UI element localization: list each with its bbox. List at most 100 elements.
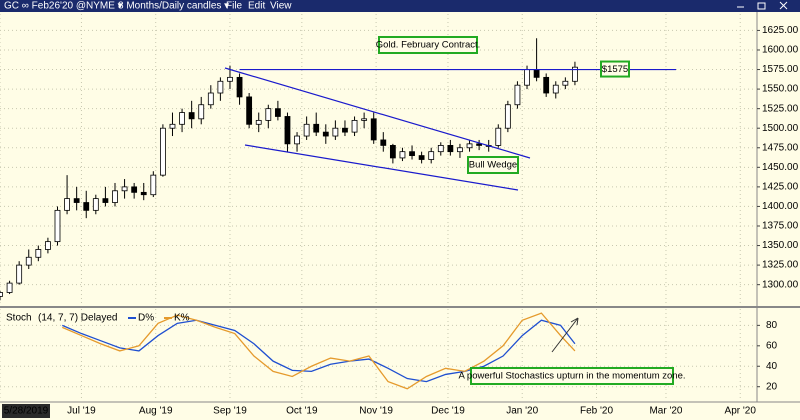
symbol[interactable]: GC ∞ Feb26'20 @NYME ▾	[4, 1, 123, 12]
y-tick-label: 1350.00	[762, 240, 799, 251]
legend-label: D%	[138, 313, 154, 324]
annotation: Bull Wedge	[469, 160, 517, 171]
y-tick-label: 1375.00	[762, 221, 799, 232]
candle-body	[294, 135, 300, 145]
candle-body	[447, 145, 454, 153]
y-tick-label: 1550.00	[762, 84, 799, 95]
x-tick-label: Feb '20	[580, 406, 613, 417]
candle-body	[543, 76, 550, 94]
menu[interactable]: File	[226, 1, 243, 12]
candle-body	[418, 155, 425, 160]
candle-body	[428, 151, 435, 160]
y-tick-label: 1400.00	[762, 201, 799, 212]
candle-body	[35, 249, 42, 258]
candle-body	[313, 123, 320, 133]
y-tick-label: 1325.00	[762, 260, 799, 271]
annotation: Gold. February Contract.	[376, 40, 481, 51]
candle-body	[179, 112, 185, 125]
y-tick-label: 20	[766, 381, 778, 392]
candle-body	[150, 174, 157, 196]
x-tick-label: Jul '19	[67, 406, 96, 417]
candle-body	[265, 108, 272, 121]
stoch-line	[62, 319, 576, 383]
candle-body	[322, 131, 329, 137]
candle-body	[54, 209, 61, 243]
menu[interactable]: Edit	[248, 1, 265, 12]
candle-body	[207, 92, 214, 106]
menu[interactable]: View	[270, 1, 292, 12]
candle-body	[92, 198, 99, 211]
y-tick-label: 1575.00	[762, 64, 799, 75]
candle-body	[562, 80, 569, 86]
candle-body	[112, 190, 118, 203]
candle-body	[0, 292, 3, 297]
label-box	[470, 367, 674, 385]
candle-body	[198, 104, 205, 120]
candle-body	[380, 139, 387, 146]
candle-body	[303, 123, 310, 137]
label-box	[600, 60, 630, 78]
trend-line	[244, 144, 519, 191]
candle-body	[6, 282, 13, 293]
x-tick-label: Mar '20	[649, 406, 682, 417]
y-tick-label: 1425.00	[762, 182, 799, 193]
candle-body	[274, 108, 281, 117]
x-tick-label: 5/28/2019	[4, 406, 49, 417]
candle-body	[217, 80, 224, 94]
arrow	[551, 317, 579, 353]
annotation: A powerful Stochastics upturn in the mom…	[458, 371, 685, 382]
x-tick-label: Aug '19	[139, 406, 173, 417]
y-tick-label: 1625.00	[762, 25, 799, 36]
candle-body	[64, 198, 70, 211]
label-box	[467, 156, 519, 174]
candle-body	[437, 145, 444, 153]
trend-line	[224, 67, 531, 159]
arrow-head	[570, 317, 579, 326]
candle-body	[409, 151, 415, 156]
candle-body	[552, 84, 559, 94]
period[interactable]: 8 Months/Daily candles ▾	[118, 1, 229, 12]
date-badge	[2, 404, 50, 418]
window-buttons	[737, 1, 788, 10]
y-tick-label: 1600.00	[762, 45, 799, 56]
candle-body	[351, 119, 358, 133]
candle-body	[466, 143, 473, 149]
candle-body	[399, 151, 406, 159]
candle-body	[457, 147, 463, 153]
candle-body	[524, 69, 530, 86]
candle-body	[332, 127, 339, 137]
candle-body	[169, 123, 176, 129]
candle-body	[370, 118, 377, 141]
candle-body	[236, 76, 243, 98]
candle-body	[389, 145, 396, 159]
panel-subtitle: (14, 7, 7) Delayed	[38, 313, 118, 324]
candle-body	[121, 186, 128, 192]
legend-label: K%	[174, 313, 190, 324]
toolbar	[0, 0, 800, 12]
candle-body	[131, 186, 138, 193]
candle-body	[246, 96, 253, 125]
y-tick-label: 60	[766, 340, 778, 351]
y-tick-label: 1450.00	[762, 162, 799, 173]
y-tick-label: 1500.00	[762, 123, 799, 134]
candle-body	[342, 127, 348, 133]
candle-body	[73, 198, 80, 203]
x-tick-label: Sep '19	[213, 406, 247, 417]
x-tick-label: Oct '19	[286, 406, 318, 417]
candle-body	[25, 256, 32, 266]
candle-body	[188, 112, 195, 120]
x-tick-label: Apr '20	[725, 406, 757, 417]
level-label: $1575	[602, 64, 628, 75]
x-tick-label: Jan '20	[506, 406, 538, 417]
candle-body	[255, 119, 262, 125]
candle-body	[533, 69, 540, 78]
y-tick-label: 1475.00	[762, 142, 799, 153]
candle-body	[45, 241, 51, 250]
panel-title: Stoch	[6, 313, 32, 324]
candle-body	[16, 264, 23, 284]
candle-body	[284, 116, 291, 145]
y-tick-label: 1525.00	[762, 103, 799, 114]
y-tick-label: 1300.00	[762, 279, 799, 290]
candle-body	[504, 104, 511, 129]
stoch-line	[62, 312, 576, 390]
